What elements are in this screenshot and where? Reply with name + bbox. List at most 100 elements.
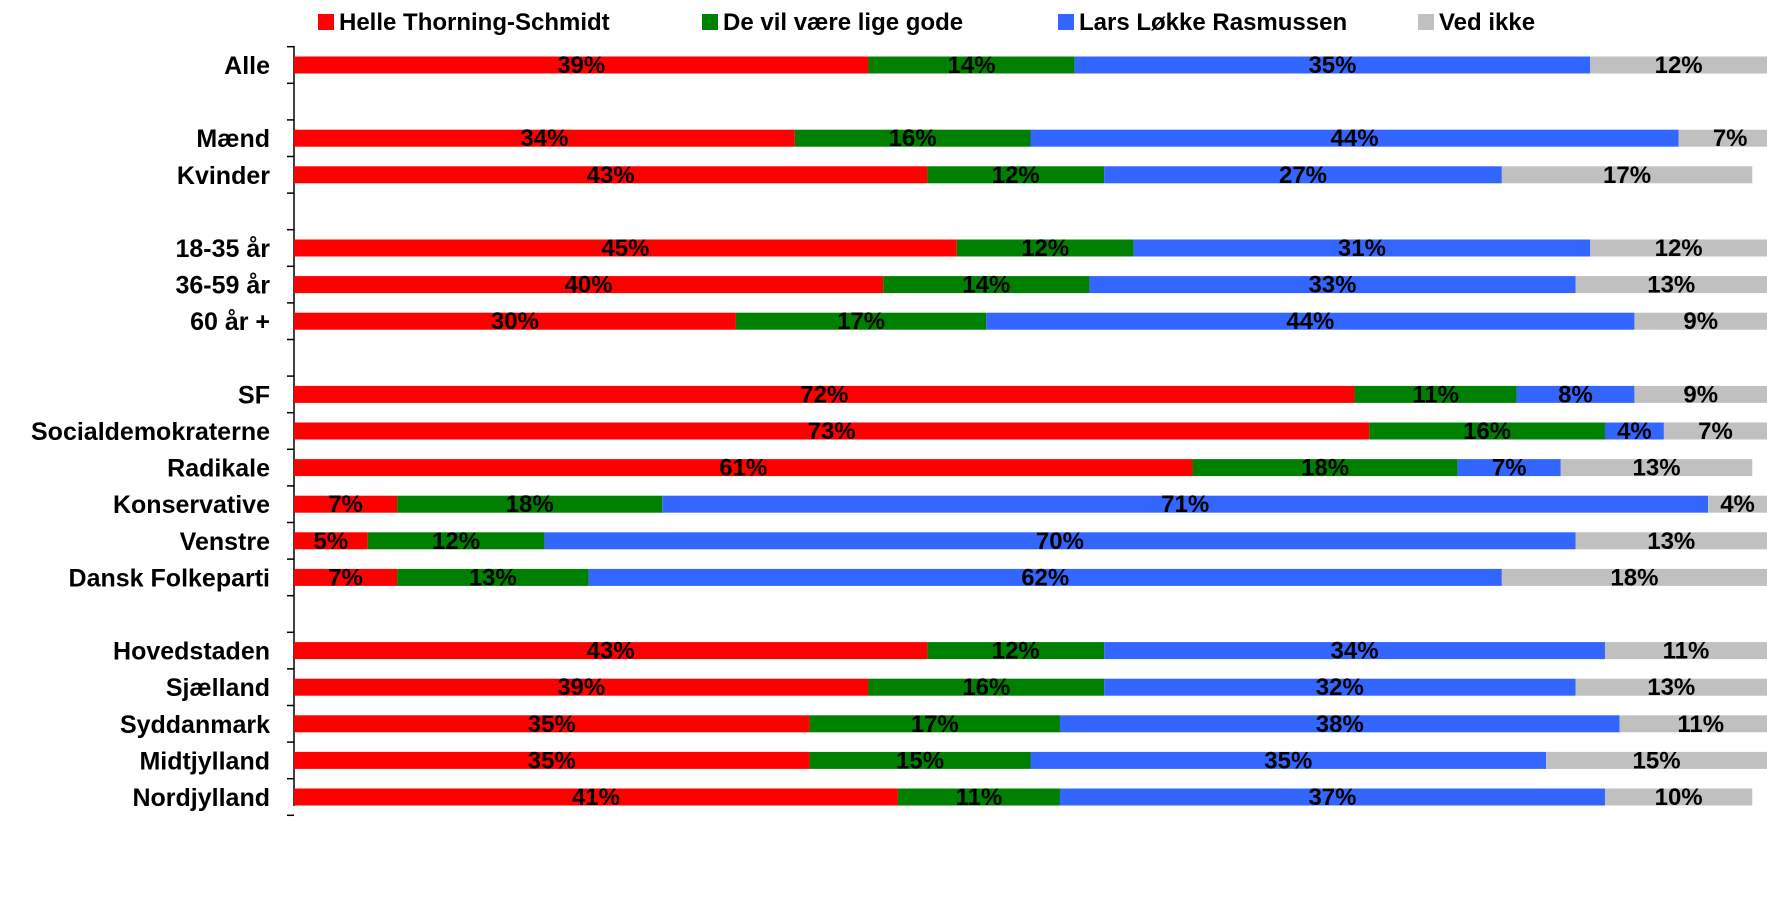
data-label: 5%	[313, 528, 348, 555]
category-label: Dansk Folkeparti	[69, 564, 270, 592]
bar-segment	[883, 276, 1090, 294]
bar-segment	[1104, 642, 1605, 660]
data-label: 31%	[1338, 235, 1386, 262]
data-label: 73%	[808, 418, 856, 445]
bar-segment	[1501, 568, 1767, 586]
data-label: 11%	[1677, 711, 1724, 738]
data-label: 7%	[328, 564, 363, 591]
data-label: 17%	[837, 308, 885, 335]
data-label: 45%	[601, 235, 649, 262]
category-label: Hovedstaden	[113, 638, 270, 666]
bar-segment	[986, 312, 1635, 330]
data-label: 41%	[572, 784, 620, 811]
data-label: 15%	[896, 747, 944, 774]
bar-segment	[294, 312, 736, 330]
legend-label: Ved ikke	[1439, 9, 1535, 36]
bar-segment	[1030, 751, 1547, 769]
data-label: 12%	[1655, 52, 1703, 79]
category-label: 18-35 år	[175, 235, 270, 263]
data-label: 11%	[1663, 638, 1710, 665]
data-label: 7%	[1713, 125, 1748, 152]
bar-segment	[1104, 678, 1576, 696]
bar-segment	[1546, 751, 1767, 769]
bar-segment	[1590, 56, 1767, 74]
bar-segment	[1059, 788, 1605, 806]
legend-label: Lars Løkke Rasmussen	[1079, 9, 1347, 36]
data-label: 44%	[1286, 308, 1334, 335]
data-label: 17%	[911, 711, 959, 738]
data-label: 33%	[1308, 272, 1356, 299]
bar-segment	[294, 495, 398, 513]
data-label: 39%	[557, 52, 605, 79]
data-label: 13%	[1647, 674, 1695, 701]
category-label: 60 år +	[190, 308, 270, 336]
category-label: Socialdemokraterne	[31, 418, 270, 446]
data-label: 11%	[956, 784, 1003, 811]
bar-segment	[1604, 642, 1767, 660]
data-label: 13%	[1647, 528, 1695, 555]
data-label: 4%	[1720, 491, 1755, 518]
data-label: 14%	[948, 52, 996, 79]
bar-segment	[397, 495, 663, 513]
bar-segment	[1575, 276, 1767, 294]
data-label: 34%	[1331, 638, 1379, 665]
data-label: 40%	[565, 272, 613, 299]
data-label: 8%	[1558, 381, 1593, 408]
legend-label: De vil være lige gode	[723, 9, 963, 36]
category-label: Kvinder	[177, 162, 270, 190]
bar-segment	[294, 129, 795, 147]
bar-segment	[294, 56, 869, 74]
data-label: 43%	[587, 638, 635, 665]
bar-segment	[294, 642, 928, 660]
data-label: 18%	[506, 491, 554, 518]
data-label: 9%	[1683, 381, 1718, 408]
category-label: Mænd	[196, 125, 270, 153]
data-label: 10%	[1655, 784, 1703, 811]
legend-label: Helle Thorning-Schmidt	[339, 9, 610, 36]
data-label: 32%	[1316, 674, 1364, 701]
bar-segment	[897, 788, 1060, 806]
data-label: 61%	[719, 455, 767, 482]
bar-segment	[927, 166, 1105, 184]
bar-segment	[397, 568, 589, 586]
data-label: 15%	[1633, 747, 1681, 774]
category-label: 36-59 år	[175, 272, 270, 300]
bar-segment	[588, 568, 1502, 586]
data-label: 17%	[1603, 162, 1651, 189]
bar-segment	[294, 678, 869, 696]
bar-segment	[1354, 385, 1517, 403]
bar-segment	[294, 166, 928, 184]
bar-segment	[927, 642, 1105, 660]
data-label: 18%	[1301, 455, 1349, 482]
legend-swatch	[1418, 14, 1434, 30]
category-label: Sjælland	[166, 674, 270, 702]
data-label: 12%	[1655, 235, 1703, 262]
data-label: 7%	[328, 491, 363, 518]
bar-segment	[1708, 495, 1767, 513]
data-label: 14%	[962, 272, 1010, 299]
bar-segment	[1663, 422, 1767, 440]
data-label: 39%	[557, 674, 605, 701]
bar-segment	[1634, 385, 1767, 403]
bar-segment	[294, 459, 1193, 477]
bar-segment	[294, 751, 810, 769]
bar-segment	[1678, 129, 1767, 147]
data-label: 71%	[1161, 491, 1209, 518]
data-label: 9%	[1683, 308, 1718, 335]
bar-segment	[367, 532, 545, 550]
bar-segment	[809, 751, 1031, 769]
data-label: 35%	[1308, 52, 1356, 79]
category-label: Nordjylland	[132, 784, 270, 812]
category-label: Venstre	[180, 528, 270, 556]
bar-segment	[1501, 166, 1753, 184]
category-label: Midtjylland	[139, 747, 270, 775]
legend-swatch	[1058, 14, 1074, 30]
bar-segment	[294, 568, 398, 586]
bar-segment	[794, 129, 1031, 147]
data-label: 72%	[800, 381, 848, 408]
bar-segment	[1604, 422, 1664, 440]
data-label: 7%	[1698, 418, 1733, 445]
bar-segment	[294, 385, 1355, 403]
legend-swatch	[702, 14, 718, 30]
